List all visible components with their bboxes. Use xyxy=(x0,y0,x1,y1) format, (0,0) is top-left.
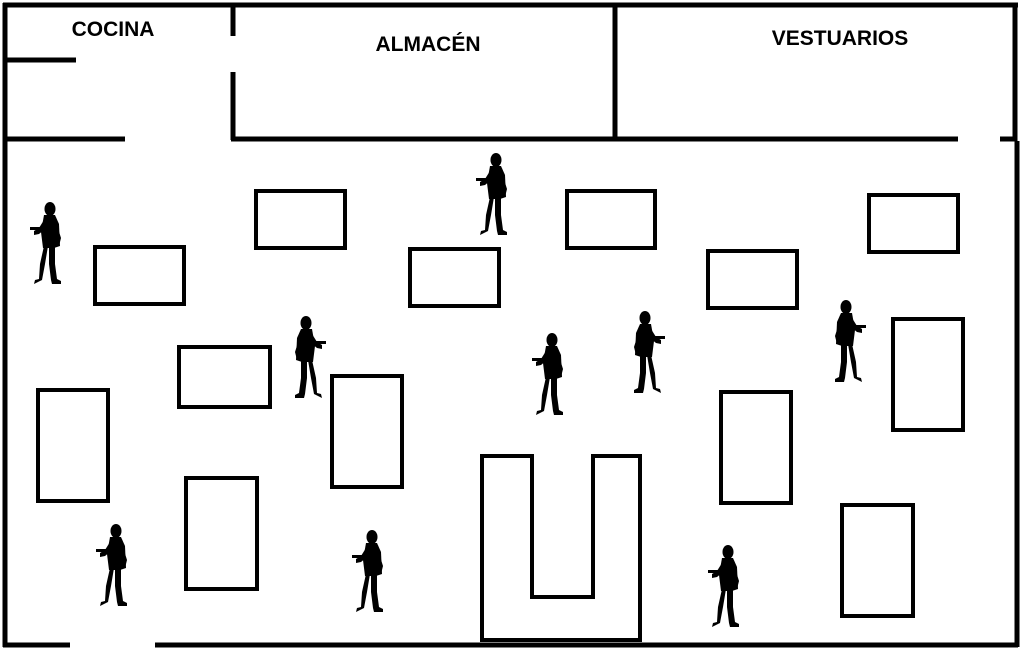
waiter-icon xyxy=(295,316,326,398)
room-label-kitchen: COCINA xyxy=(72,18,155,41)
room-label-storage: ALMACÉN xyxy=(376,33,481,56)
table xyxy=(891,317,965,432)
table xyxy=(36,388,110,503)
table xyxy=(706,249,799,310)
room-label-locker-rooms: VESTUARIOS xyxy=(772,27,909,50)
table xyxy=(840,503,915,618)
table xyxy=(719,390,793,505)
waiter-icon xyxy=(634,311,665,393)
table xyxy=(330,374,404,489)
table xyxy=(254,189,347,250)
table xyxy=(565,189,657,250)
table xyxy=(408,247,501,308)
waiter-icon xyxy=(96,524,127,606)
waiter-icon xyxy=(835,300,866,382)
waiter-icon xyxy=(476,153,507,235)
table xyxy=(184,476,259,591)
table xyxy=(177,345,272,409)
waiter-icon xyxy=(352,530,383,612)
tables xyxy=(36,189,965,618)
waiter-icon xyxy=(532,333,563,415)
interior-walls xyxy=(5,5,1017,142)
bar-counter xyxy=(480,454,642,642)
waiter-icon xyxy=(708,545,739,627)
table xyxy=(93,245,186,306)
waiter-icon xyxy=(30,202,61,284)
table xyxy=(867,193,960,254)
